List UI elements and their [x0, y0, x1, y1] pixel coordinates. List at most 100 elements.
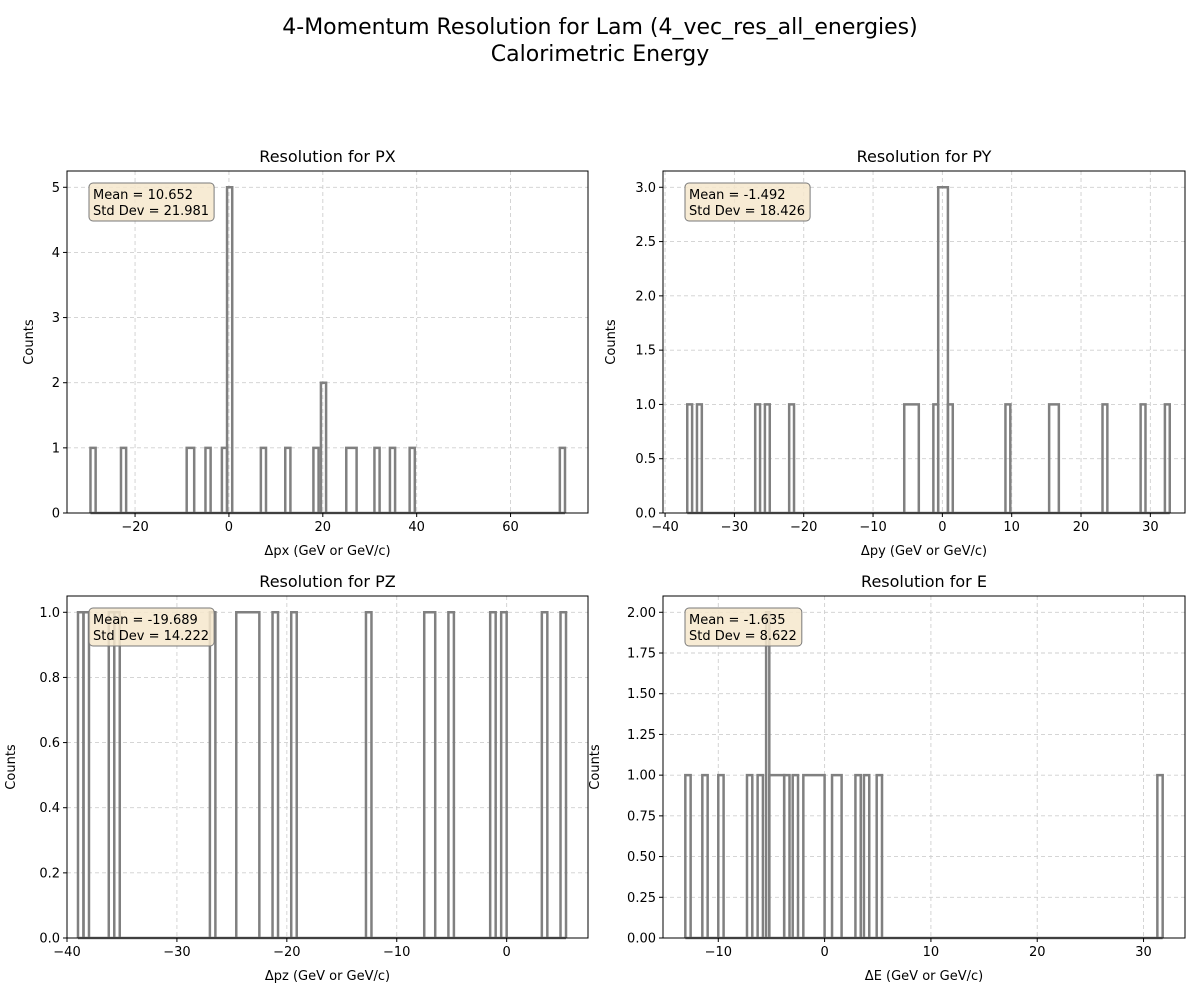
histogram-bar-e-13 — [875, 773, 884, 938]
histogram-bar-px-5 — [225, 186, 234, 513]
axes-frame-e — [662, 595, 1186, 939]
ytick-label-pz-2: 0.4 — [39, 801, 60, 816]
stats-mean-e: Mean = -1.635 — [689, 613, 785, 628]
xaxis-label-pz: Δpz (GeV or GeV/c) — [265, 969, 390, 984]
stats-mean-pz: Mean = -19.689 — [93, 613, 198, 628]
axes-frame-py — [662, 170, 1186, 514]
ytick-label-px-1: 1 — [52, 441, 60, 456]
ytick-label-py-1: 0.5 — [635, 452, 656, 467]
ytick-label-pz-5: 1.0 — [39, 606, 60, 621]
ytick-label-e-1: 0.25 — [627, 891, 656, 906]
panel-py: −40 −30 −20 −10 0 10 20 30 0.0 0.5 1.0 1.5 2.0 2.5 3.0… — [604, 147, 1186, 559]
stats-std-e: Std Dev = 8.622 — [689, 629, 797, 644]
ytick-label-px-5: 5 — [52, 181, 60, 196]
stats-mean-py: Mean = -1.492 — [689, 188, 785, 203]
panel-pz: −40 −30 −20 −10 0 0.0 0.2 0.4 0.6 0.8 1.0 Resolutio… — [4, 572, 589, 984]
xtick-label-e-0: −10 — [705, 945, 732, 960]
xtick-label-e-2: 10 — [923, 945, 940, 960]
histogram-bar-px-8 — [312, 446, 320, 513]
histogram-bar-py-1 — [695, 403, 704, 513]
ytick-label-pz-1: 0.2 — [39, 866, 60, 881]
panel-e: −10 0 10 20 30 0.00 0.25 0.50 0.75 1.00 1.25 1.50 1.… — [588, 572, 1186, 984]
stats-mean-px: Mean = 10.652 — [93, 188, 193, 203]
xaxis-label-px: Δpx (GeV or GeV/c) — [264, 544, 390, 559]
histogram-bar-e-2 — [717, 773, 725, 938]
xtick-label-e-4: 30 — [1135, 945, 1152, 960]
axes-frame-px — [66, 170, 589, 514]
ytick-label-e-5: 1.25 — [627, 728, 656, 743]
histogram-bar-py-3 — [763, 403, 772, 513]
grid-pz — [66, 596, 588, 939]
histogram-bar-pz-12 — [499, 611, 508, 938]
histogram-bar-py-13 — [1163, 403, 1171, 513]
yaxis-label-py: Counts — [604, 319, 619, 365]
histogram-bar-pz-4 — [208, 611, 217, 938]
ytick-label-e-6: 1.50 — [627, 687, 656, 702]
histogram-bar-py-12 — [1139, 403, 1147, 513]
histogram-bar-e-11 — [854, 773, 862, 938]
histogram-bar-pz-10 — [447, 611, 456, 938]
ytick-label-py-5: 2.5 — [635, 235, 656, 250]
xtick-label-px-4: 60 — [502, 520, 519, 535]
ytick-label-px-3: 3 — [52, 311, 60, 326]
histogram-bar-pz-5 — [235, 611, 261, 938]
xaxis-label-e: ΔE (GeV or GeV/c) — [865, 969, 983, 984]
ytick-label-pz-0: 0.0 — [39, 932, 60, 947]
xtick-label-pz-1: −30 — [163, 945, 190, 960]
histogram-bar-px-9 — [319, 381, 328, 513]
histogram-bar-px-0 — [89, 446, 97, 513]
histogram-bar-e-10 — [830, 773, 843, 938]
xtick-label-py-0: −40 — [651, 520, 678, 535]
histogram-bar-py-8 — [946, 403, 955, 513]
histogram-bar-pz-8 — [364, 611, 373, 938]
panel-px: −20 0 20 40 60 0 1 2 3 4 5 Resolution for PX Δpx (Ge… — [22, 147, 589, 559]
stats-box-frame-pz — [88, 607, 215, 647]
histogram-bar-px-14 — [558, 446, 567, 513]
histogram-px — [89, 186, 567, 515]
xtick-label-pz-3: −10 — [383, 945, 410, 960]
histogram-bar-py-2 — [753, 403, 762, 513]
histogram-bar-e-9 — [802, 773, 826, 938]
xtick-label-py-6: 20 — [1073, 520, 1090, 535]
ytick-label-py-0: 0.0 — [635, 507, 656, 522]
stats-std-py: Std Dev = 18.426 — [689, 204, 805, 219]
histogram-bar-e-4 — [756, 773, 765, 938]
figure-title: 4-Momentum Resolution for Lam (4_vec_res… — [0, 14, 1200, 68]
histogram-bar-e-12 — [862, 773, 871, 938]
histogram-bar-py-7 — [936, 186, 950, 513]
figure-title-line-1: 4-Momentum Resolution for Lam (4_vec_res… — [282, 15, 918, 40]
xtick-label-pz-2: −20 — [273, 945, 300, 960]
ytick-label-pz-4: 0.8 — [39, 671, 60, 686]
ytick-label-e-0: 0.00 — [627, 932, 656, 947]
xtick-label-py-4: 0 — [938, 520, 946, 535]
histogram-bar-px-2 — [185, 446, 196, 513]
ytick-label-px-4: 4 — [52, 246, 60, 261]
stats-box-frame-e — [684, 607, 803, 647]
histogram-bar-py-5 — [902, 403, 921, 513]
histogram-bar-pz-11 — [488, 611, 497, 938]
panel-title-e: Resolution for E — [861, 572, 987, 591]
xaxis-label-py: Δpy (GeV or GeV/c) — [861, 544, 987, 559]
histogram-bar-px-13 — [408, 446, 417, 513]
histogram-bar-px-12 — [388, 446, 397, 513]
histogram-bar-px-1 — [119, 446, 128, 513]
histogram-bar-pz-3 — [113, 611, 122, 938]
xtick-label-e-1: 0 — [820, 945, 828, 960]
xtick-label-py-7: 30 — [1142, 520, 1159, 535]
histogram-bar-py-11 — [1101, 403, 1109, 513]
stats-box-frame-py — [684, 182, 811, 222]
histogram-bar-px-7 — [284, 446, 292, 513]
grid-py — [663, 171, 1185, 514]
xtick-label-py-5: 10 — [1003, 520, 1020, 535]
grid-px — [67, 171, 588, 514]
histogram-bar-e-7 — [782, 773, 791, 938]
histogram-bar-py-0 — [686, 403, 694, 513]
grid-e — [663, 596, 1185, 939]
xtick-label-py-2: −20 — [790, 520, 817, 535]
histogram-bar-pz-9 — [422, 611, 437, 938]
histogram-bar-px-10 — [345, 446, 358, 513]
